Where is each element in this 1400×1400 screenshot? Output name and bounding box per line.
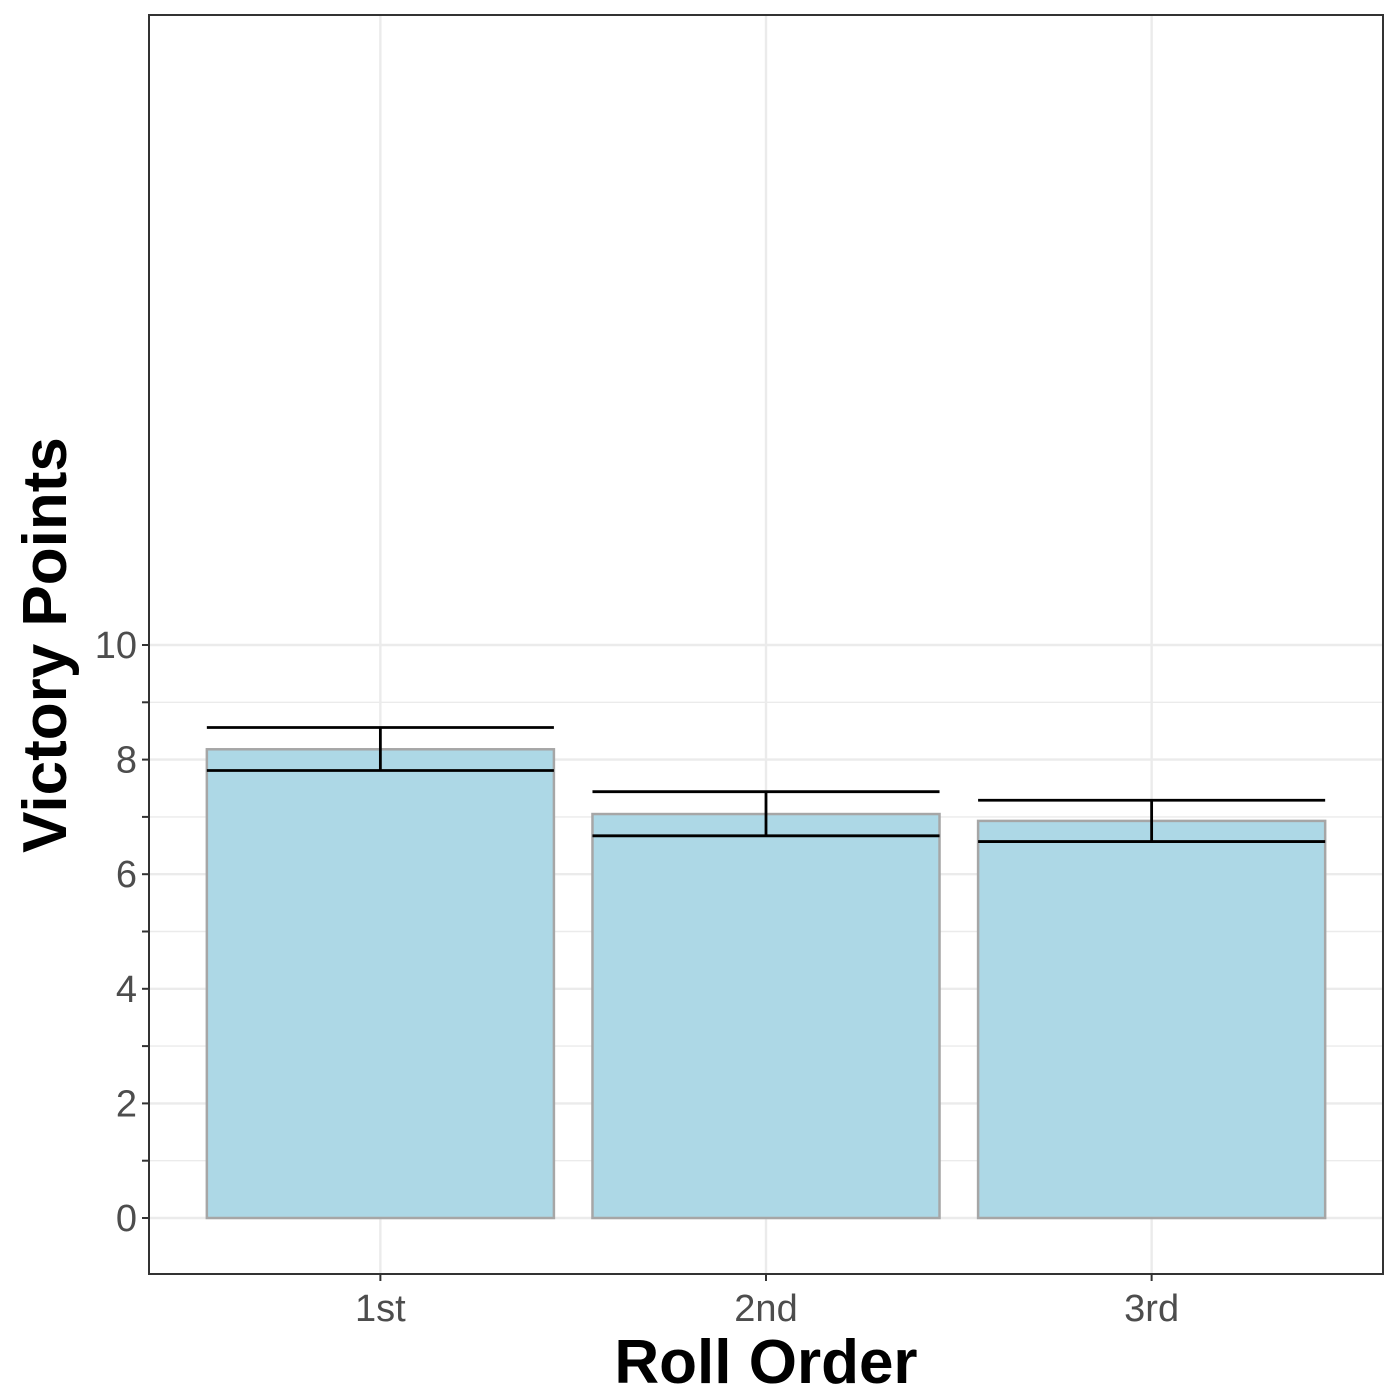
y-tick-label: 2	[116, 1083, 137, 1125]
x-tick-label: 2nd	[734, 1288, 797, 1330]
y-tick-label: 4	[116, 969, 137, 1011]
y-tick-label: 8	[116, 740, 137, 782]
x-tick-label: 3rd	[1124, 1288, 1179, 1330]
error-bar-1st	[206, 726, 554, 772]
y-axis-title: Victory Points	[11, 437, 80, 853]
bar-3rd	[976, 819, 1327, 1220]
x-tick-label: 1st	[355, 1288, 406, 1330]
bar-2nd	[591, 812, 941, 1220]
y-tick-label: 0	[116, 1198, 137, 1240]
tick-labels: 0 2 4 6 8 10 1st 2nd 3rd	[95, 625, 1179, 1330]
bars	[205, 748, 1327, 1220]
y-tick-label: 10	[95, 625, 137, 667]
axis-ticks	[142, 644, 1153, 1281]
y-tick-label: 6	[116, 854, 137, 896]
bar-1st	[205, 748, 556, 1220]
error-bar-2nd	[592, 790, 940, 838]
error-bars	[206, 726, 1326, 843]
x-axis-title: Roll Order	[614, 1328, 917, 1397]
error-bar-3rd	[978, 798, 1326, 843]
